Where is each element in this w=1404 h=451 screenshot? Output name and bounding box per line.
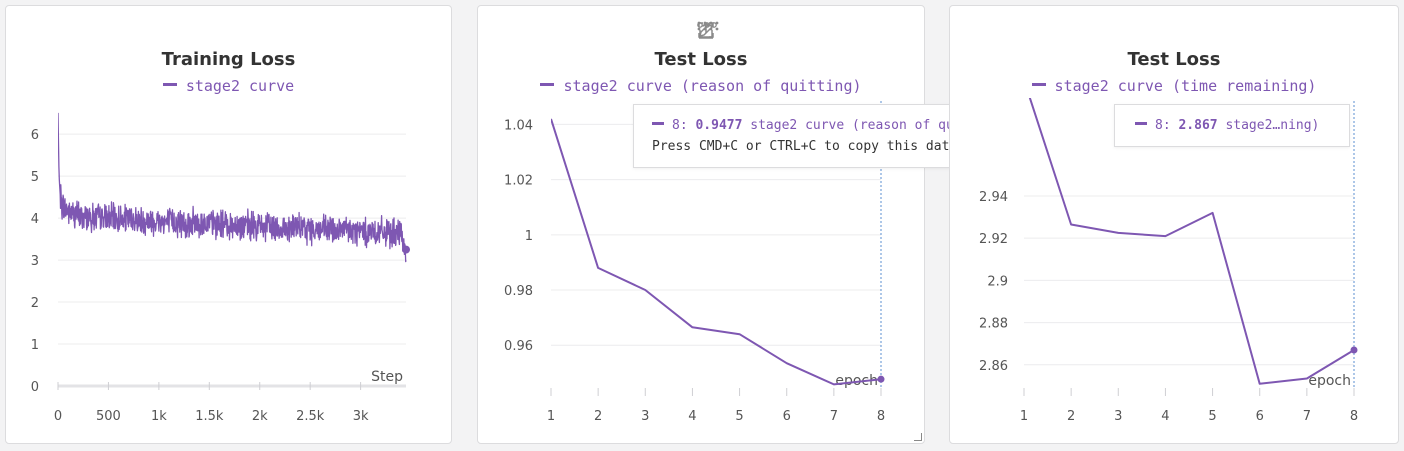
y-tick-label: 5 [31, 170, 39, 185]
x-tick-label: 1.5k [195, 409, 224, 424]
y-tick-label: 2.88 [979, 317, 1008, 332]
test-loss-panel-reason[interactable]: Test Loss stage2 curve (reason of quitti… [477, 5, 1043, 445]
tooltip-x: 8: [672, 118, 696, 133]
training-loss-panel[interactable]: Training Loss stage2 curve 0 1 2 3 4 5 6 0 500 1k… [5, 5, 452, 444]
data-point [1350, 346, 1358, 354]
y-tick-label: 2.86 [979, 359, 1008, 374]
tooltip-hint: Press CMD+C or CTRL+C to copy this data [652, 139, 958, 154]
tooltip-row: 8: 0.9477 stage2 curve (reason of quitti… [652, 118, 1042, 133]
chart-legend[interactable]: stage2 curve [6, 77, 451, 95]
x-tick-label: 3 [641, 409, 649, 424]
x-axis-label: epoch [1308, 373, 1351, 389]
x-tick-label: 4 [688, 409, 696, 424]
tooltip-swatch [652, 122, 664, 125]
x-tick-label: 8 [877, 409, 885, 424]
x-tick-label: 7 [830, 409, 838, 424]
y-tick-label: 2.9 [987, 274, 1008, 289]
legend-label: stage2 curve [185, 77, 295, 95]
x-tick-label: 8 [1350, 409, 1358, 424]
x-tick-label: 6 [783, 409, 791, 424]
series-line [58, 112, 407, 263]
x-tick-label: 6 [1256, 409, 1264, 424]
series-line [1028, 98, 1355, 385]
y-tick-label: 2.94 [979, 190, 1008, 205]
y-tick-label: 1 [31, 338, 39, 353]
legend-label: stage2 curve (reason of quitting) [563, 77, 862, 95]
legend-swatch [540, 83, 555, 86]
y-tick-label: 3 [31, 254, 39, 269]
test-loss-time-plot[interactable]: 2.86 2.88 2.9 2.92 2.94 1 2 3 4 5 6 7 8 epoch [950, 6, 1400, 445]
series-group [551, 118, 882, 386]
y-tick-label: 0.96 [504, 339, 533, 354]
x-tick-label: 0 [54, 409, 62, 424]
chart-title: Test Loss [1127, 49, 1221, 70]
legend-swatch [162, 83, 177, 86]
training-loss-plot[interactable]: 0 1 2 3 4 5 6 0 500 1k 1.5k 2k 2.5k 3k Step [6, 6, 453, 445]
x-tick-label: 5 [1208, 409, 1216, 424]
series-group [58, 112, 407, 263]
x-tick-label: 3 [1114, 409, 1122, 424]
tooltip-swatch [1135, 122, 1147, 125]
x-tick-label: 2 [594, 409, 602, 424]
y-tick-label: 1 [525, 229, 533, 244]
x-tick-label: 1 [1020, 409, 1028, 424]
x-tick-label: 500 [96, 409, 121, 424]
test-loss-panel-time[interactable]: Test Loss stage2 curve (time remaining) … [949, 5, 1399, 444]
series-line [551, 118, 882, 386]
y-tick-label: 0 [31, 380, 39, 395]
x-axis-label: Step [371, 369, 403, 385]
tooltip-value: 2.867 [1178, 118, 1218, 133]
x-tick-label: 5 [735, 409, 743, 424]
x-tick-label: 2k [252, 409, 268, 424]
y-tick-label: 6 [31, 128, 39, 143]
legend-label: stage2 curve (time remaining) [1054, 77, 1317, 95]
y-tick-label: 2 [31, 296, 39, 311]
tooltip-series: stage2…ning) [1225, 118, 1320, 133]
tooltip-series: stage2 curve (reason of quitting) [750, 118, 1009, 133]
chart-legend[interactable]: stage2 curve (time remaining) [950, 77, 1398, 95]
series-group [1028, 98, 1355, 385]
data-tooltip: 8: 2.867 stage2…ning) [1114, 104, 1350, 147]
data-point [402, 245, 410, 254]
x-tick-label: 4 [1161, 409, 1169, 424]
x-tick-label: 3k [353, 409, 369, 424]
data-point [877, 375, 885, 383]
panel-toolbar [696, 20, 908, 44]
edit-icon[interactable] [698, 20, 816, 44]
tooltip-value: 0.9477 [695, 118, 743, 133]
chart-title: Training Loss [161, 49, 296, 70]
y-tick-label: 1.04 [504, 118, 533, 133]
x-tick-label: 2.5k [296, 409, 325, 424]
chart-title: Test Loss [654, 49, 748, 70]
chart-legend[interactable]: stage2 curve (reason of quitting) [478, 77, 924, 95]
tooltip-x: 8: [1155, 118, 1179, 133]
x-tick-label: 1 [547, 409, 555, 424]
x-tick-label: 7 [1303, 409, 1311, 424]
y-tick-label: 1.02 [504, 174, 533, 189]
y-tick-label: 2.92 [979, 232, 1008, 247]
x-tick-label: 2 [1067, 409, 1075, 424]
tooltip-row: 8: 2.867 stage2…ning) [1135, 118, 1349, 133]
resize-handle[interactable] [914, 433, 922, 441]
more-icon[interactable] [697, 20, 908, 44]
y-tick-label: 4 [31, 212, 39, 227]
y-tick-label: 0.98 [504, 284, 533, 299]
x-tick-label: 1k [151, 409, 167, 424]
legend-swatch [1031, 83, 1046, 86]
